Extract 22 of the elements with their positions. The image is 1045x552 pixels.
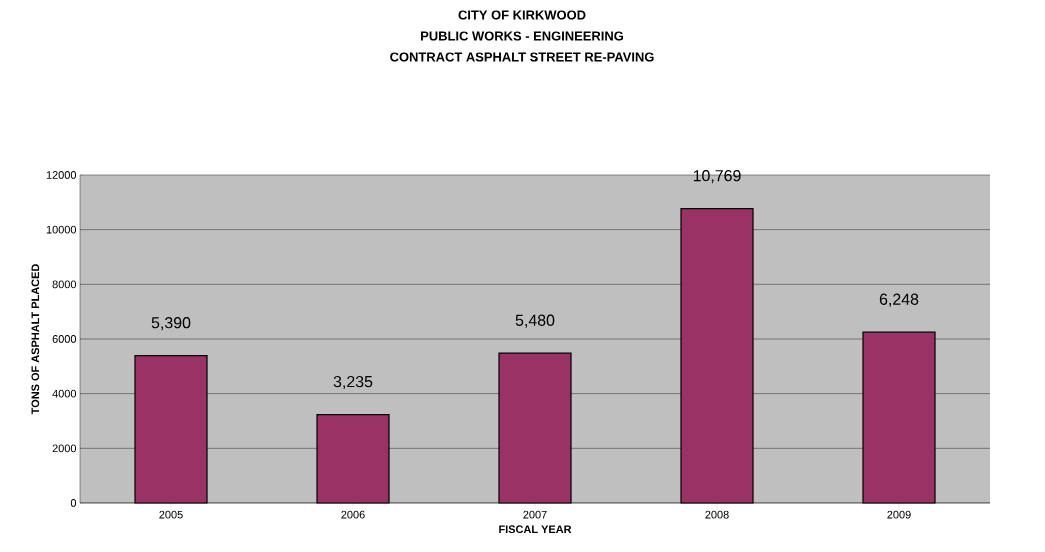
x-tick-label: 2007 (523, 510, 547, 519)
y-axis-title: TONS OF ASPHALT PLACED (31, 264, 40, 415)
y-tick-label: 0 (70, 499, 77, 507)
x-tick-label: 2005 (159, 510, 183, 519)
x-axis-title: FISCAL YEAR (499, 525, 572, 534)
data-label: 3,235 (333, 375, 373, 390)
text: CONTRACT ASPHALT STREET RE-PAVING (390, 52, 654, 62)
y-tick-label: 10000 (46, 225, 77, 234)
chart-subtitle: PUBLIC WORKS - ENGINEERING (421, 31, 623, 41)
y-tick-label: 2000 (52, 444, 77, 453)
data-label: 6,248 (879, 293, 919, 307)
x-tick-label: 2006 (341, 510, 365, 519)
x-tick-label: 2009 (887, 510, 911, 519)
data-label: 5,390 (151, 317, 191, 331)
y-tick-label: 12000 (46, 171, 77, 179)
y-tick-label: 8000 (52, 280, 77, 289)
y-tick-label: 6000 (52, 335, 77, 343)
data-label: 10,769 (693, 170, 741, 184)
chart-title: CITY OF KIRKWOOD (458, 10, 586, 20)
y-tick-label: 4000 (52, 389, 77, 398)
data-label: 5,480 (515, 314, 555, 328)
x-tick-label: 2008 (705, 510, 729, 519)
